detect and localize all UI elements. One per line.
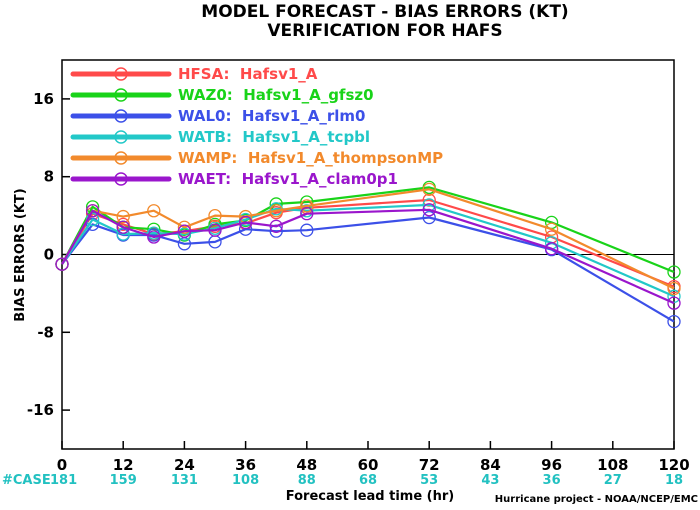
legend-label: WAZ0: Hafsv1_A_gfsz0 [178, 86, 374, 104]
legend-label: WAMP: Hafsv1_A_thompsonMP [178, 149, 443, 167]
series-point [422, 182, 436, 196]
case-counts: 181 159 131 108 88 68 53 43 36 27 18 [50, 473, 683, 488]
series-point [544, 222, 559, 236]
legend-marker [114, 172, 128, 186]
y-tick-label: 16 [33, 90, 54, 108]
series-line [61, 188, 675, 290]
case-count: 131 [171, 473, 198, 488]
series-point [85, 217, 100, 232]
series-point [269, 204, 283, 218]
legend-marker [114, 67, 128, 81]
x-tick-label: 72 [419, 456, 440, 474]
series-point [269, 219, 283, 233]
case-count: 181 [50, 473, 77, 488]
x-axis-title: Forecast lead time (hr) [286, 489, 454, 504]
y-axis-title: BIAS ERRORS (KT) [13, 188, 28, 321]
case-count: 68 [359, 473, 377, 488]
y-tick-label: 0 [44, 246, 54, 264]
legend-label: WAL0: Hafsv1_A_rlm0 [178, 107, 365, 125]
x-tick-label: 0 [57, 456, 67, 474]
x-tick-label: 108 [597, 456, 628, 474]
legend-marker [114, 88, 128, 102]
series-layer [55, 180, 681, 329]
series-point [147, 226, 161, 240]
series-point [177, 220, 192, 234]
series-point [422, 203, 436, 217]
series-point [238, 212, 253, 227]
credit-text: Hurricane project - NOAA/NCEP/EMC [495, 494, 698, 505]
series-point [208, 223, 222, 237]
case-count: 108 [232, 473, 259, 488]
series-point [300, 207, 314, 221]
y-tick-label: -8 [37, 323, 54, 341]
x-tick-label: 12 [113, 456, 134, 474]
case-count: 159 [110, 473, 137, 488]
series-point [667, 296, 681, 310]
legend-label: HFSA: Hafsv1_A [178, 65, 318, 83]
case-label: #CASE [2, 473, 51, 488]
x-tick-label: 36 [235, 456, 256, 474]
series-point [85, 204, 100, 218]
series-point [116, 220, 130, 234]
case-count: 27 [604, 473, 622, 488]
x-tick-label: 48 [296, 456, 317, 474]
case-count: 88 [298, 473, 316, 488]
series-point [667, 314, 681, 329]
series-point [300, 223, 314, 237]
y-tick-label: 8 [44, 168, 54, 186]
series-point [208, 208, 222, 223]
axis-layer: -16 -8 0 8 16 0 12 24 36 48 60 72 84 96 108 120 [27, 90, 690, 474]
legend-label: WATB: Hafsv1_A_tcpbl [178, 128, 370, 146]
case-count: 36 [543, 473, 561, 488]
series-line [61, 203, 675, 298]
legend-marker [114, 151, 128, 165]
legend: HFSA: Hafsv1_A WAZ0: Hafsv1_A_gfsz0 WAL0: … [70, 65, 443, 188]
series-point [544, 242, 559, 256]
series-point [55, 257, 69, 271]
case-count: 43 [481, 473, 499, 488]
chart-subtitle: VERIFICATION FOR HAFS [267, 21, 502, 41]
y-tick-label: -16 [27, 401, 54, 419]
x-tick-label: 120 [658, 456, 689, 474]
x-tick-label: 96 [541, 456, 562, 474]
case-count: 18 [665, 473, 683, 488]
legend-label: WAET: Hafsv1_A_clam0p1 [178, 170, 398, 188]
series-point [300, 199, 314, 213]
series-5 [55, 203, 681, 310]
series-point [667, 281, 681, 296]
series-point [116, 209, 130, 224]
series-point [667, 265, 681, 279]
case-count: 53 [420, 473, 438, 488]
series-point [147, 204, 161, 218]
x-tick-label: 24 [174, 456, 195, 474]
legend-marker [114, 109, 128, 123]
series-point [238, 215, 253, 230]
x-tick-label: 60 [358, 456, 379, 474]
chart-title: MODEL FORECAST - BIAS ERRORS (KT) [201, 2, 568, 22]
series-point [147, 230, 161, 244]
series-point [300, 204, 314, 218]
legend-marker [114, 130, 128, 144]
x-tick-label: 84 [480, 456, 501, 474]
series-point [177, 224, 192, 238]
